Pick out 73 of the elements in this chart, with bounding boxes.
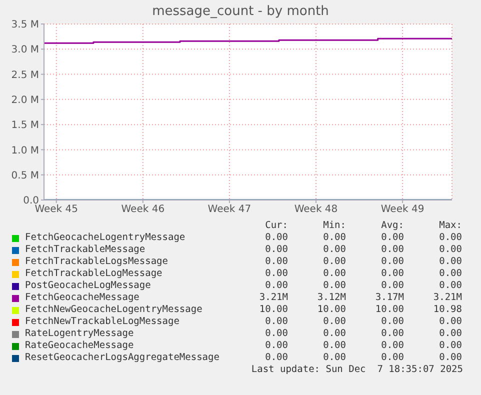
text: 0.00	[380, 244, 404, 256]
legend-label: ResetGeocacherLogsAggregateMessage	[25, 352, 220, 364]
text: 10.00	[374, 304, 404, 316]
text: 0.00	[438, 280, 462, 292]
text: Cur:	[264, 220, 288, 232]
text: 0.00	[322, 352, 346, 364]
text: 0.00	[380, 280, 404, 292]
text: 0.00	[264, 352, 288, 364]
y-tick-label: 3.0 M	[11, 44, 39, 56]
text: 0.00	[322, 280, 346, 292]
legend-label: FetchGeocacheLogentryMessage	[25, 232, 186, 244]
text: 0.00	[264, 328, 288, 340]
text: 0.00	[264, 256, 288, 268]
text: 10.00	[316, 304, 346, 316]
text: 0.00	[380, 352, 404, 364]
text: 10.00	[258, 304, 288, 316]
legend-label: FetchGeocacheMessage	[25, 292, 140, 304]
text: 0.00	[322, 268, 346, 280]
x-tick-label: Week 47	[208, 204, 252, 216]
text: Last update: Sun Dec 7 18:35:07 2025	[250, 364, 464, 376]
x-tick-label: Week 46	[121, 204, 165, 216]
legend-label: FetchTrackableMessage	[25, 244, 146, 256]
legend-label: FetchTrackableLogMessage	[25, 268, 164, 280]
text: 3.17M	[374, 292, 404, 304]
y-tick-label: 1.5 M	[11, 120, 39, 132]
text: 0.00	[380, 256, 404, 268]
legend-label: FetchNewTrackableLogMessage	[25, 316, 180, 328]
text: 0.00	[322, 256, 346, 268]
text: 0.00	[438, 268, 462, 280]
y-tick-label: 0.5 M	[11, 170, 39, 182]
text: 0.00	[322, 244, 346, 256]
text: 0.00	[322, 340, 346, 352]
legend-label: PostGeocacheLogMessage	[25, 280, 152, 292]
y-tick-label: 2.0 M	[11, 94, 39, 106]
text: 10.98	[432, 304, 462, 316]
text: Avg:	[380, 220, 404, 232]
text: 0.00	[264, 268, 288, 280]
text: 3.21M	[258, 292, 288, 304]
y-tick-label: 1.0 M	[11, 145, 39, 156]
y-tick-label: 2.5 M	[11, 70, 39, 81]
text: 0.00	[380, 316, 404, 328]
x-tick-label: Week 49	[380, 204, 424, 216]
text: 0.00	[380, 232, 404, 244]
y-tick-label: 3.5 M	[11, 20, 39, 31]
legend-label: FetchTrackableLogsMessage	[25, 256, 169, 268]
legend-label: RateGeocacheMessage	[25, 340, 135, 352]
text: 0.00	[380, 328, 404, 340]
x-tick-label: Week 45	[34, 204, 78, 216]
text: 0.00	[438, 316, 462, 328]
text: 0.00	[438, 244, 462, 256]
text: 0.00	[264, 316, 288, 328]
text: 0.00	[264, 244, 288, 256]
text: 0.00	[438, 340, 462, 352]
text: 0.00	[438, 232, 462, 244]
text: 0.00	[322, 328, 346, 340]
x-tick-label: Week 48	[294, 204, 338, 216]
legend-label: RateLogentryMessage	[25, 328, 135, 340]
text: 0.00	[264, 280, 288, 292]
text: 0.00	[380, 340, 404, 352]
text: 0.00	[264, 232, 288, 244]
text: 3.21M	[432, 292, 462, 304]
text: 3.12M	[316, 292, 346, 304]
text: 0.00	[438, 256, 462, 268]
chart-title: message_count - by month	[151, 3, 330, 20]
text: 0.00	[322, 232, 346, 244]
legend-label: FetchNewGeocacheLogentryMessage	[25, 304, 204, 316]
text: Max:	[438, 220, 462, 232]
text: 0.00	[438, 352, 462, 364]
text: 0.00	[380, 268, 404, 280]
text: 0.00	[322, 316, 346, 328]
text: 0.00	[264, 340, 288, 352]
text: Min:	[322, 220, 346, 232]
text: 0.00	[438, 328, 462, 340]
